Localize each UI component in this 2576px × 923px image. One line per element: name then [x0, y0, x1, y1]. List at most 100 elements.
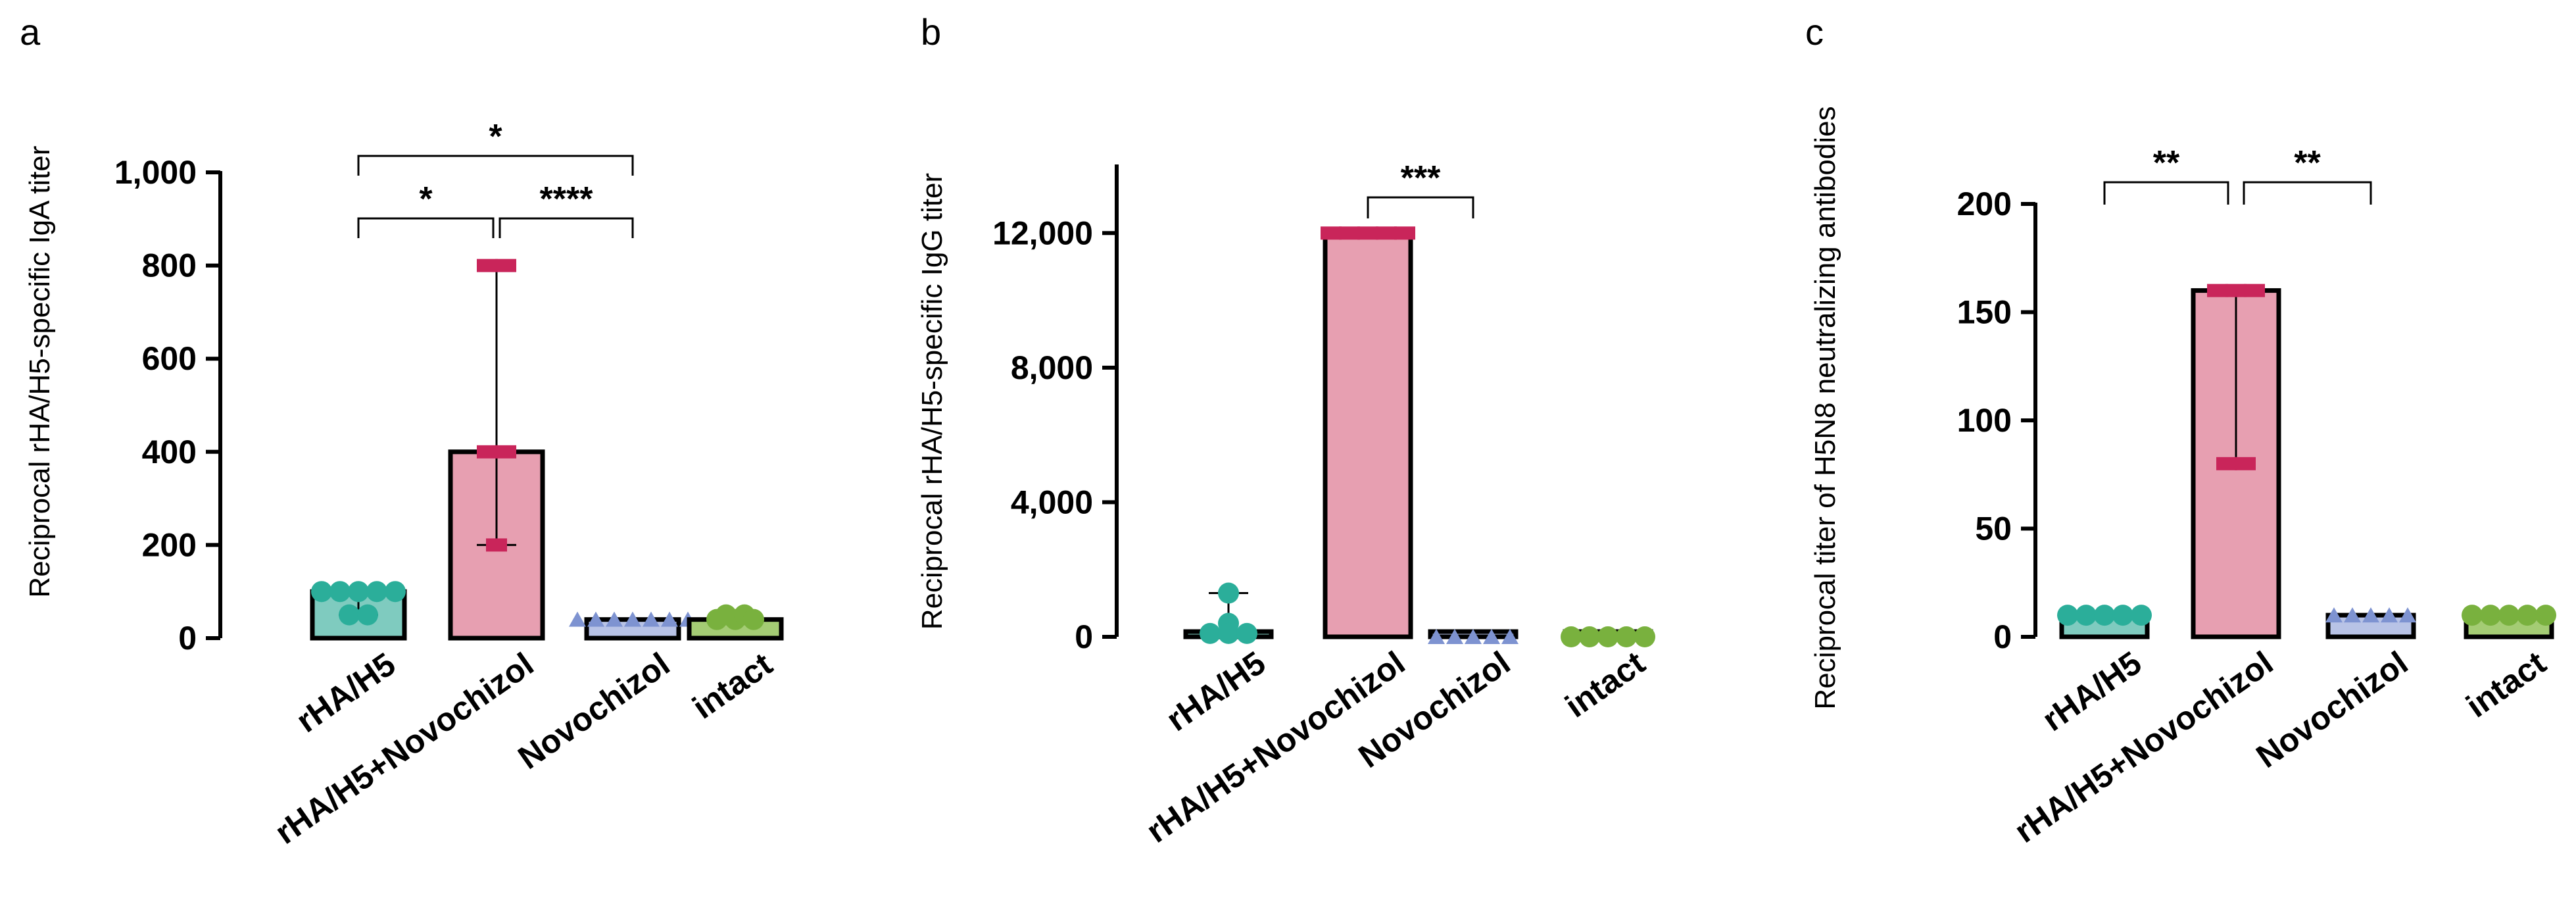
panel-a-significance-bracket [498, 217, 634, 238]
panel-b-data-point [1339, 226, 1360, 240]
panel-a-data-point [339, 604, 360, 626]
panel-b-data-point [1236, 622, 1257, 644]
panel-a: a 0 200 400 600 800 1,000 Reciprocal rHA/H5-sp… [20, 11, 784, 851]
panel-c-data-point [2057, 605, 2078, 626]
panel-b-data-point [1321, 226, 1342, 240]
panel-b-data-point [1465, 629, 1482, 644]
panel-c-significance-label: ** [2294, 144, 2321, 182]
panel-b-data-point [1597, 626, 1618, 647]
panel-c-data-point [2399, 607, 2416, 623]
panel-c-data-point [2112, 605, 2133, 626]
panel-b-data-point [1357, 226, 1378, 240]
panel-c-data-point [2235, 457, 2256, 470]
panel-b-bar [1323, 230, 1413, 639]
panel-b-y-tick-label: 4,000 [1011, 484, 1093, 520]
panel-b-significance-bracket [1367, 196, 1474, 218]
panel-b-y-tick-label: 0 [1075, 618, 1093, 655]
panel-a-y-tick-label: 1,000 [114, 154, 197, 191]
panel-c-y-tick-label: 0 [1993, 618, 2012, 655]
panel-a-data-point [661, 611, 678, 627]
panel-a-category-label: intact [686, 645, 779, 726]
panel-a-significance-label: * [489, 118, 502, 156]
panel-b-category-label: rHA/H5 [1159, 644, 1272, 738]
panel-a-data-point [569, 611, 586, 627]
panel-b-data-point [1394, 226, 1415, 240]
panel-b-data-point [1200, 622, 1221, 644]
panel-a-data-point [624, 611, 641, 627]
panel-c-category-label: Novochizol [2250, 644, 2415, 775]
panel-c-significance-bracket [2103, 181, 2229, 205]
panel-b-letter: b [921, 11, 941, 53]
panel-a-y-tick-label: 400 [142, 434, 197, 470]
panel-b-y-tick-label: 8,000 [1011, 349, 1093, 386]
panel-b-data-point [1218, 582, 1239, 604]
panel-c-data-point [2381, 607, 2398, 623]
panel-a-y-tick-label: 0 [178, 620, 197, 657]
panel-b-significance-label: *** [1401, 159, 1441, 197]
panel-a-data-point [587, 611, 604, 627]
panel-b-data-point [1616, 626, 1637, 647]
panel-b-category-label: intact [1559, 644, 1652, 725]
panel-b-data-point [1483, 629, 1500, 644]
panel-c-data-point [2244, 284, 2265, 297]
panel-c-data-point [2225, 284, 2247, 297]
panel-c-y-axis-label: Reciprocal titer of H5N8 neutralizing an… [1809, 106, 1841, 709]
panel-a-y-tick-label: 200 [142, 526, 197, 563]
panel-b-data-point [1376, 226, 1397, 240]
panel-b-data-point [1634, 626, 1655, 647]
panel-c-data-point [2344, 607, 2361, 623]
panel-a-data-point [486, 538, 507, 552]
panel-c-y-tick-label: 100 [1957, 402, 2012, 439]
panel-a-category-label: rHA/H5 [289, 645, 402, 739]
panel-a-data-point [357, 604, 378, 626]
panel-a-data-point [495, 445, 516, 459]
panel-b-data-point [1428, 629, 1445, 644]
panel-b: b 0 4,000 8,000 12,000 Reciprocal rHA/H5-spe… [916, 11, 1655, 850]
panel-a-y-tick-label: 600 [142, 340, 197, 377]
panel-b-y-tick-label: 12,000 [992, 214, 1093, 251]
panel-a-significance-label: * [419, 180, 433, 218]
panel-a-data-point [348, 581, 369, 603]
panel-a-significance-bracket [357, 155, 634, 176]
panel-c-letter: c [1805, 11, 1824, 53]
panel-a-y-tick-label: 800 [142, 247, 197, 284]
panel-a-data-point [716, 604, 737, 626]
panel-a-data-point [366, 581, 387, 603]
panel-c-category-label: intact [2460, 644, 2553, 725]
panel-b-data-point [1446, 629, 1463, 644]
panel-a-category-label: Novochizol [512, 645, 677, 776]
panel-a-significance-label: **** [540, 180, 594, 218]
panel-b-data-point [1579, 626, 1600, 647]
panel-a-data-point [477, 445, 498, 459]
panel-c-data-point [2216, 457, 2237, 470]
panel-b-data-point [1218, 622, 1239, 644]
panel-a-data-point [643, 611, 660, 627]
panel-a-data-point [329, 581, 351, 603]
panel-c-data-point [2131, 605, 2152, 626]
panel-a-data-point [311, 581, 332, 603]
panel-a-data-point [606, 611, 623, 627]
panel-c-data-point [2362, 607, 2379, 623]
panel-c-y-tick-label: 150 [1957, 294, 2012, 331]
panel-b-data-point [1561, 626, 1582, 647]
panel-c-data-point [2094, 605, 2115, 626]
panel-c-data-point [2462, 605, 2483, 626]
panel-c-data-point [2535, 605, 2556, 626]
panel-b-data-point [1501, 629, 1519, 644]
panel-c-data-point [2498, 605, 2519, 626]
panel-a-data-point [477, 259, 498, 272]
panel-c-significance-label: ** [2153, 144, 2180, 182]
panel-c-data-point [2325, 607, 2343, 623]
panel-c: c 0 50 100 150 200 Reciprocal titer of H5N8 n… [1805, 11, 2556, 850]
panel-a-y-axis-label: Reciprocal rHA/H5-specific IgA titer [24, 145, 56, 597]
panel-c-data-point [2207, 284, 2228, 297]
panel-c-y-tick-label: 200 [1957, 186, 2012, 222]
panel-c-data-point [2076, 605, 2097, 626]
panel-a-data-point [385, 581, 406, 603]
panel-c-significance-bracket [2243, 181, 2372, 205]
panel-a-significance-bracket [357, 217, 495, 238]
panel-b-y-axis-label: Reciprocal rHA/H5-specific IgG titer [916, 173, 948, 630]
panel-c-category-label: rHA/H5 [2035, 644, 2148, 738]
panel-a-data-point [743, 609, 764, 630]
